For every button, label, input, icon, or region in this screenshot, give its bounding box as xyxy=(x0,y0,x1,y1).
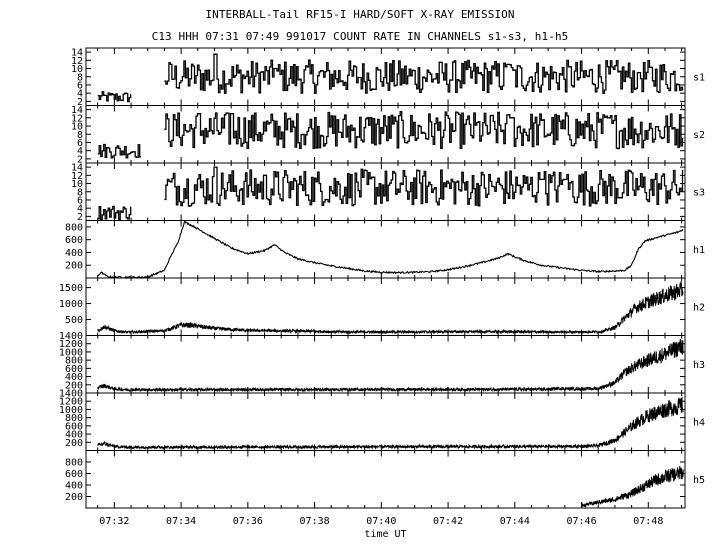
y-tick-label-s2: 2 xyxy=(77,154,83,165)
y-tick-label-s2: 14 xyxy=(71,105,83,116)
y-tick-label-s1: 2 xyxy=(77,97,83,108)
y-tick-label-s1: 14 xyxy=(71,48,83,59)
channel-label-s3: s3 xyxy=(693,187,705,198)
y-tick-label-h2: 1500 xyxy=(59,283,83,294)
y-tick-label-h4: 1000 xyxy=(59,405,83,416)
panel-frame-h3 xyxy=(85,335,686,394)
y-tick-label-h1: 800 xyxy=(65,222,83,233)
y-tick-label-s3: 12 xyxy=(71,171,83,182)
y-tick-label-s1: 4 xyxy=(77,89,83,100)
panel-frame-h1 xyxy=(85,220,686,279)
y-tick-label-s3: 10 xyxy=(71,179,83,190)
y-tick-label-s3: 2 xyxy=(77,212,83,223)
y-tick-label-h3: 1000 xyxy=(59,347,83,358)
panel-frame-h5 xyxy=(85,450,686,509)
series-s1 xyxy=(97,53,684,103)
chart-title: INTERBALL-Tail RF15-I HARD/SOFT X-RAY EM… xyxy=(205,8,515,21)
x-tick-label: 07:40 xyxy=(366,516,396,527)
panel-frame-h4 xyxy=(85,392,686,451)
channel-label-h5: h5 xyxy=(693,475,705,486)
y-tick-label-h3: 600 xyxy=(65,364,83,375)
channel-label-h1: h1 xyxy=(693,245,705,256)
x-tick-label: 07:48 xyxy=(633,516,663,527)
y-tick-label-h5: 400 xyxy=(65,481,83,492)
y-tick-label-s2: 8 xyxy=(77,130,83,141)
x-tick-label: 07:36 xyxy=(233,516,263,527)
channel-label-h2: h2 xyxy=(693,302,705,313)
y-tick-label-h1: 200 xyxy=(65,261,83,272)
y-tick-label-h1: 600 xyxy=(65,235,83,246)
y-tick-label-s3: 8 xyxy=(77,187,83,198)
channel-label-h4: h4 xyxy=(693,417,705,428)
y-tick-label-h4: 800 xyxy=(65,413,83,424)
channel-label-s1: s1 xyxy=(693,72,705,83)
channel-label-h3: h3 xyxy=(693,360,705,371)
x-tick-label: 07:42 xyxy=(433,516,463,527)
series-s3 xyxy=(97,166,684,221)
y-tick-label-s3: 14 xyxy=(71,163,83,174)
x-tick-label: 07:38 xyxy=(300,516,330,527)
y-tick-label-h2: 500 xyxy=(65,315,83,326)
series-h5 xyxy=(581,465,684,509)
series-h3 xyxy=(97,338,684,393)
series-h2 xyxy=(97,281,684,335)
y-tick-label-s2: 10 xyxy=(71,122,83,133)
chart-subtitle: C13 HHH 07:31 07:49 991017 COUNT RATE IN… xyxy=(151,30,569,43)
x-tick-label: 07:44 xyxy=(500,516,530,527)
x-axis-label: time UT xyxy=(364,529,406,540)
series-s2 xyxy=(97,111,684,159)
y-tick-label-h4: 1400 xyxy=(59,389,83,400)
y-tick-label-h3: 400 xyxy=(65,372,83,383)
y-tick-label-h5: 800 xyxy=(65,458,83,469)
y-tick-label-h2: 1000 xyxy=(59,299,83,310)
x-tick-label: 07:46 xyxy=(566,516,596,527)
y-tick-label-h3: 800 xyxy=(65,356,83,367)
y-tick-label-s3: 4 xyxy=(77,204,83,215)
y-tick-label-h3: 200 xyxy=(65,380,83,391)
y-tick-label-s2: 6 xyxy=(77,138,83,149)
y-tick-label-h4: 1200 xyxy=(59,397,83,408)
y-tick-label-h4: 200 xyxy=(65,438,83,449)
x-tick-label: 07:32 xyxy=(99,516,129,527)
y-tick-label-s2: 4 xyxy=(77,146,83,157)
y-tick-label-s2: 12 xyxy=(71,113,83,124)
y-tick-label-s1: 12 xyxy=(71,56,83,67)
y-tick-label-h3: 1200 xyxy=(59,339,83,350)
y-tick-label-s1: 6 xyxy=(77,80,83,91)
y-tick-label-h5: 200 xyxy=(65,492,83,503)
y-tick-label-h1: 400 xyxy=(65,248,83,259)
y-tick-label-h4: 600 xyxy=(65,421,83,432)
series-h4 xyxy=(97,397,684,451)
y-tick-label-s1: 10 xyxy=(71,64,83,75)
series-h1 xyxy=(97,220,684,279)
y-tick-label-s1: 8 xyxy=(77,72,83,83)
x-tick-label: 07:34 xyxy=(166,516,196,527)
y-tick-label-h5: 600 xyxy=(65,469,83,480)
y-tick-label-h4: 400 xyxy=(65,430,83,441)
y-tick-label-s3: 6 xyxy=(77,195,83,206)
y-tick-label-h3: 1400 xyxy=(59,331,83,342)
channel-label-s2: s2 xyxy=(693,130,705,141)
